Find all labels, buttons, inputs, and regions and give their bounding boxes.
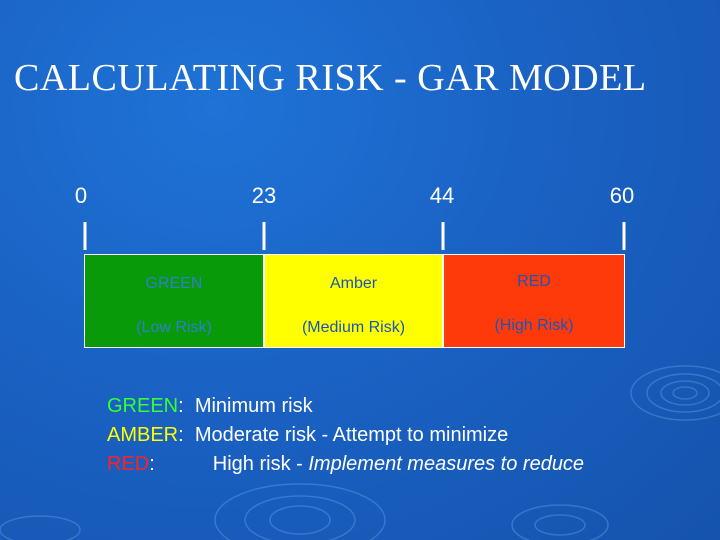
risk-legend: GREEN: Minimum risk AMBER: Moderate risk…	[107, 392, 584, 479]
segment-green-name: GREEN	[145, 275, 203, 292]
segment-green-desc: (Low Risk)	[136, 319, 212, 336]
legend-desc-amber: Moderate risk - Attempt to minimize	[194, 424, 509, 446]
segment-amber-desc: (Medium Risk)	[301, 319, 406, 336]
tick-label-23: 23	[251, 183, 277, 208]
legend-row-amber: AMBER: Moderate risk - Attempt to minimi…	[107, 421, 584, 450]
segment-red: RED (High Risk)	[443, 254, 625, 348]
legend-row-red: RED: High risk - Implement measures to re…	[107, 450, 584, 479]
legend-key-red: RED	[107, 453, 150, 475]
tick-label-44: 44	[429, 183, 455, 208]
segment-green: GREEN (Low Risk)	[84, 254, 264, 348]
segment-amber: Amber (Medium Risk)	[264, 254, 443, 348]
legend-sep-red: :	[149, 453, 155, 475]
legend-sep-amber: :	[178, 424, 184, 446]
legend-key-green: GREEN	[107, 395, 179, 417]
legend-desc-green: Minimum risk	[194, 395, 313, 417]
tick-label-0: 0	[74, 183, 88, 208]
legend-sep-green: :	[178, 395, 184, 417]
segment-amber-name: Amber	[329, 275, 378, 292]
legend-row-green: GREEN: Minimum risk	[107, 392, 584, 421]
segment-red-desc: (High Risk)	[494, 317, 574, 334]
legend-desc-red: High risk -	[212, 453, 309, 475]
segment-red-name: RED	[517, 273, 551, 290]
tick-label-60: 60	[609, 183, 635, 208]
legend-key-amber: AMBER	[107, 424, 179, 446]
slide-title: CALCULATING RISK - GAR MODEL	[14, 57, 647, 99]
legend-desc-red-italic: Implement measures to reduce	[308, 453, 585, 475]
